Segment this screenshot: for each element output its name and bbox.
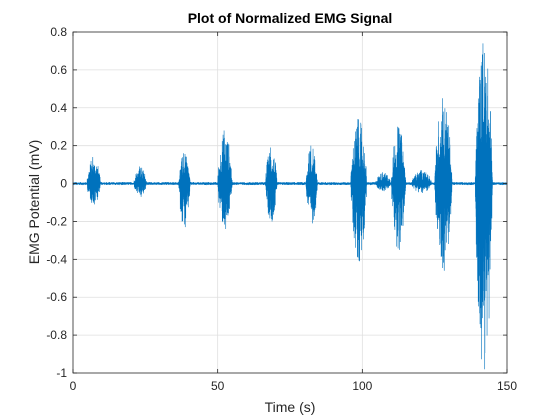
y-tick-label: -0.8: [46, 328, 67, 342]
emg-signal-line: [72, 43, 508, 370]
signal-series: [72, 43, 508, 370]
y-tick-labels: -1 -0.8 -0.6 -0.4 -0.2 0 0.2 0.4 0.6 0.8: [46, 25, 67, 380]
ticks: [72, 31, 508, 374]
x-tick-label: 150: [497, 379, 517, 393]
x-axis-label: Time (s): [265, 399, 316, 415]
y-tick-label: -0.4: [46, 252, 67, 266]
x-tick-label: 0: [70, 379, 77, 393]
y-tick-label: -1: [56, 366, 67, 380]
x-tick-label: 100: [352, 379, 372, 393]
y-tick-label: 0.8: [50, 25, 67, 39]
y-tick-label: -0.2: [46, 214, 67, 228]
chart-title: Plot of Normalized EMG Signal: [188, 10, 393, 26]
axes-box: [72, 31, 508, 374]
x-tick-label: 50: [211, 379, 225, 393]
y-tick-label: 0.4: [50, 101, 67, 115]
plot-area: [73, 32, 507, 373]
y-tick-label: 0.6: [50, 63, 67, 77]
y-axis-label: EMG Potential (mV): [26, 140, 42, 264]
x-tick-labels: 0 50 100 150: [70, 379, 518, 393]
y-tick-label: 0: [60, 177, 67, 191]
y-tick-label: 0.2: [50, 139, 67, 153]
y-tick-label: -0.6: [46, 290, 67, 304]
